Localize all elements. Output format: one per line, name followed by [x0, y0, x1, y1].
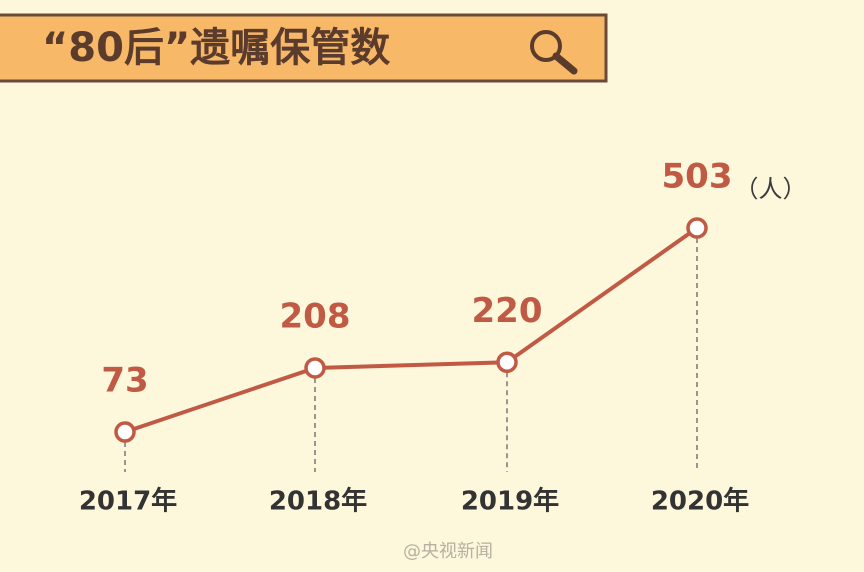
x-tick-label: 2018年	[269, 486, 367, 517]
point	[304, 357, 326, 379]
chart-title: “80后”遗嘱保管数	[42, 25, 390, 71]
data-label: 503	[662, 157, 733, 197]
unit-label: （人）	[734, 175, 806, 203]
data-label: 208	[280, 296, 351, 336]
point	[686, 217, 708, 239]
data-label: 220	[472, 291, 543, 331]
point	[496, 351, 518, 374]
x-tick-label: 2019年	[461, 486, 559, 517]
watermark: @央视新闻	[403, 541, 493, 562]
x-tick-label: 2017年	[79, 486, 177, 517]
point	[114, 421, 136, 443]
x-tick-label: 2020年	[651, 486, 749, 517]
title-banner	[0, 13, 608, 83]
magnifier-icon	[530, 30, 578, 75]
line	[124, 226, 699, 434]
data-label: 73	[101, 361, 148, 401]
